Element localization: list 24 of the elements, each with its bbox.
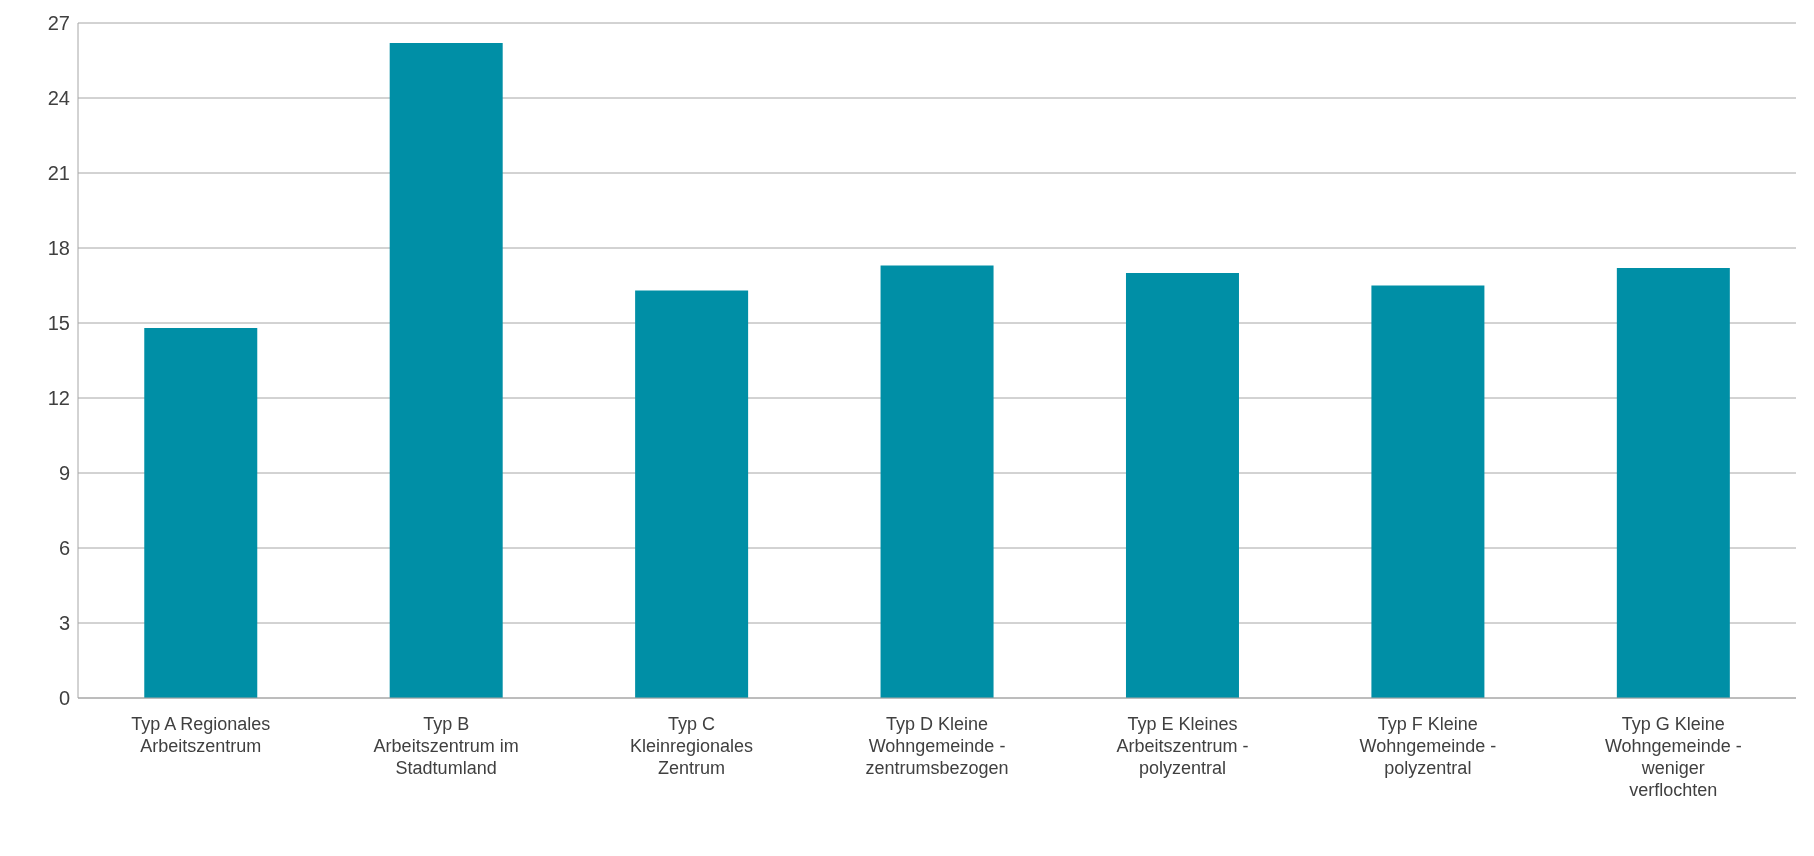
x-tick-label: Typ E Kleines Arbeitszentrum - polyzentral bbox=[1116, 714, 1249, 778]
bar bbox=[1125, 273, 1239, 698]
x-tick-label: Typ F Kleine Wohngemeinde - polyzentral bbox=[1359, 714, 1497, 778]
y-tick-label: 15 bbox=[47, 312, 70, 335]
y-tick-label: 0 bbox=[58, 687, 70, 710]
y-tick-label: 21 bbox=[47, 162, 70, 185]
y-tick-label: 3 bbox=[58, 612, 70, 635]
y-tick-label: 24 bbox=[47, 87, 70, 110]
y-tick-label: 12 bbox=[47, 387, 70, 410]
y-tick-label: 27 bbox=[47, 12, 70, 35]
x-tick-label: Typ D Kleine Wohngemeinde - zentrumsbezogen bbox=[865, 714, 1009, 778]
y-tick-label: 6 bbox=[58, 537, 70, 560]
y-tick-label: 9 bbox=[58, 462, 70, 485]
x-tick-label: Typ G Kleine Wohngemeinde - weniger verflochten bbox=[1604, 714, 1742, 800]
x-tick-label: Typ C Kleinregionales Zentrum bbox=[630, 714, 754, 778]
bar bbox=[1371, 285, 1485, 698]
bar bbox=[880, 265, 994, 698]
bar bbox=[1616, 268, 1730, 698]
x-tick-label: Typ B Arbeitszentrum im Stadtumland bbox=[373, 714, 519, 778]
bar bbox=[144, 328, 258, 698]
x-tick-label: Typ A Regionales Arbeitszentrum bbox=[131, 714, 271, 756]
bar bbox=[635, 290, 749, 698]
bar bbox=[389, 43, 503, 698]
y-tick-label: 18 bbox=[47, 237, 70, 260]
